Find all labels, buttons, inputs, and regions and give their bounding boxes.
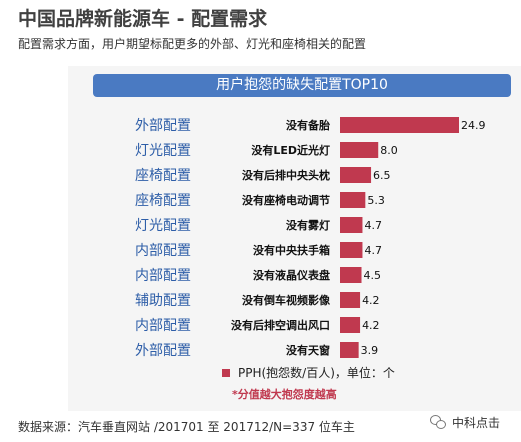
chart-title: 用户抱怨的缺失配置TOP10 — [93, 74, 511, 97]
category-label: 内部配置 — [135, 318, 191, 334]
chart-note: *分值越大抱怨度越高 — [232, 388, 337, 401]
item-label: 没有后排空调出风口 — [231, 318, 330, 332]
page-title: 中国品牌新能源车 - 配置需求 — [18, 8, 268, 30]
item-label: 没有座椅电动调节 — [242, 193, 330, 207]
value-label: 5.3 — [367, 194, 385, 207]
value-label: 4.5 — [364, 269, 382, 282]
item-label: 没有后排中央头枕 — [242, 168, 330, 182]
category-label: 辅助配置 — [135, 293, 191, 309]
item-label: 没有雾灯 — [286, 218, 330, 232]
bar — [340, 217, 363, 233]
item-label: 没有倒车视频影像 — [242, 293, 331, 307]
category-label: 外部配置 — [135, 343, 191, 359]
category-label: 内部配置 — [135, 268, 191, 284]
brand-watermark: 中科点击 — [430, 410, 500, 434]
value-label: 4.2 — [362, 319, 380, 332]
value-label: 4.2 — [362, 294, 380, 307]
bar — [340, 142, 379, 158]
category-label: 座椅配置 — [135, 193, 191, 209]
item-label: 没有液晶仪表盘 — [253, 268, 330, 282]
bar — [340, 167, 372, 183]
value-label: 24.9 — [461, 119, 486, 132]
value-label: 8.0 — [380, 144, 398, 157]
item-label: 没有备胎 — [286, 118, 330, 132]
bar — [340, 292, 361, 308]
item-label: 没有中央扶手箱 — [253, 243, 330, 257]
value-label: 4.7 — [364, 244, 382, 257]
category-label: 灯光配置 — [135, 218, 191, 234]
value-label: 4.7 — [364, 219, 382, 232]
category-label: 外部配置 — [135, 118, 191, 134]
category-label: 灯光配置 — [135, 143, 191, 159]
legend-swatch — [222, 369, 230, 377]
bar — [340, 342, 359, 358]
bar — [340, 267, 362, 283]
brand-label: 中科点击 — [452, 415, 501, 430]
bar — [340, 317, 361, 333]
bar — [340, 192, 366, 208]
item-label: 没有LED近光灯 — [251, 143, 330, 157]
category-label: 内部配置 — [135, 243, 191, 259]
bar — [340, 117, 459, 133]
value-label: 6.5 — [373, 169, 391, 182]
data-source: 数据来源：汽车垂直网站 /201701 至 201712/N=337 位车主 — [18, 420, 355, 434]
page-subtitle: 配置需求方面，用户期望标配更多的外部、灯光和座椅相关的配置 — [18, 37, 367, 51]
bar — [340, 242, 363, 258]
legend-label: PPH(抱怨数/百人)，单位：个 — [238, 366, 395, 380]
category-label: 座椅配置 — [135, 168, 191, 184]
value-label: 3.9 — [361, 344, 379, 357]
item-label: 没有天窗 — [286, 343, 330, 357]
wechat-icon — [430, 415, 446, 429]
